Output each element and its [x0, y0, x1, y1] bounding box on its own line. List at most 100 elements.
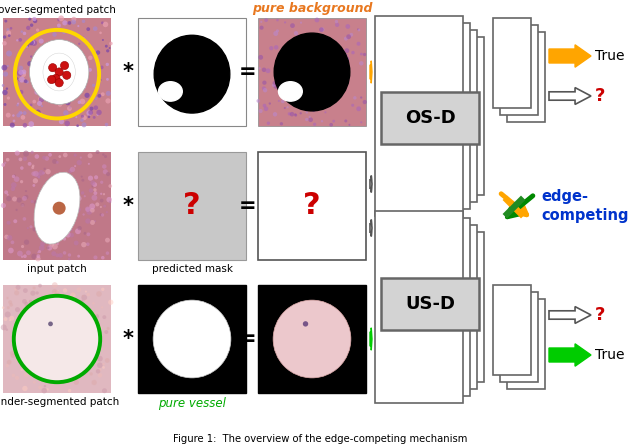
Circle shape	[19, 66, 23, 70]
Circle shape	[38, 340, 41, 344]
Circle shape	[71, 98, 74, 101]
Circle shape	[68, 21, 71, 25]
Circle shape	[68, 97, 72, 101]
Circle shape	[31, 69, 36, 73]
Circle shape	[92, 302, 95, 305]
Bar	[3, 18, 111, 126]
Circle shape	[300, 56, 303, 58]
Circle shape	[273, 84, 278, 89]
Circle shape	[23, 151, 29, 157]
Circle shape	[41, 231, 44, 235]
Circle shape	[109, 47, 111, 49]
Circle shape	[104, 155, 107, 158]
Circle shape	[48, 78, 54, 84]
Circle shape	[70, 354, 74, 358]
Circle shape	[25, 190, 27, 192]
Circle shape	[86, 242, 90, 246]
Circle shape	[49, 64, 57, 72]
Circle shape	[305, 118, 308, 121]
Circle shape	[33, 79, 37, 83]
Circle shape	[63, 331, 66, 333]
Circle shape	[86, 233, 90, 236]
Circle shape	[288, 89, 292, 93]
Circle shape	[58, 323, 60, 326]
Ellipse shape	[153, 300, 231, 378]
Circle shape	[109, 201, 111, 203]
Circle shape	[288, 59, 291, 62]
Circle shape	[68, 300, 72, 304]
Circle shape	[97, 110, 102, 115]
Circle shape	[88, 176, 93, 181]
Circle shape	[282, 49, 284, 52]
Ellipse shape	[43, 53, 76, 91]
Circle shape	[74, 165, 76, 167]
Circle shape	[106, 91, 111, 96]
Circle shape	[55, 254, 60, 257]
Circle shape	[45, 55, 48, 58]
Circle shape	[26, 26, 30, 30]
Circle shape	[18, 360, 20, 362]
Circle shape	[33, 227, 37, 232]
Circle shape	[102, 388, 107, 393]
Circle shape	[360, 96, 362, 99]
Circle shape	[310, 37, 313, 40]
Circle shape	[102, 22, 108, 27]
Circle shape	[42, 203, 48, 209]
Circle shape	[71, 20, 76, 25]
Circle shape	[4, 20, 7, 22]
Circle shape	[90, 220, 95, 225]
Circle shape	[101, 213, 104, 217]
Circle shape	[104, 330, 108, 334]
Circle shape	[54, 204, 60, 209]
Circle shape	[68, 181, 74, 187]
Circle shape	[276, 81, 279, 84]
Circle shape	[29, 360, 31, 362]
Circle shape	[93, 116, 95, 119]
Circle shape	[10, 122, 15, 128]
Circle shape	[22, 386, 28, 391]
Circle shape	[60, 67, 63, 70]
Circle shape	[12, 197, 17, 202]
Circle shape	[77, 255, 80, 258]
Circle shape	[85, 207, 90, 212]
Circle shape	[20, 369, 23, 371]
Circle shape	[273, 81, 276, 85]
Circle shape	[70, 293, 76, 298]
Circle shape	[76, 47, 78, 48]
Circle shape	[40, 362, 44, 366]
Circle shape	[94, 175, 98, 179]
Circle shape	[37, 251, 39, 254]
Circle shape	[31, 254, 37, 259]
Circle shape	[19, 90, 23, 94]
Text: pure background: pure background	[252, 2, 372, 15]
Circle shape	[305, 86, 310, 90]
Circle shape	[301, 97, 304, 100]
Circle shape	[11, 182, 17, 188]
Circle shape	[56, 243, 59, 245]
Circle shape	[4, 235, 9, 239]
Circle shape	[75, 341, 79, 345]
Circle shape	[106, 211, 108, 213]
Circle shape	[45, 49, 47, 52]
Circle shape	[345, 54, 348, 56]
Circle shape	[64, 212, 67, 214]
Circle shape	[26, 250, 31, 255]
Circle shape	[23, 288, 28, 293]
Circle shape	[2, 84, 4, 87]
Circle shape	[47, 246, 52, 250]
Circle shape	[262, 68, 266, 72]
Circle shape	[22, 196, 27, 201]
Circle shape	[70, 202, 74, 207]
Circle shape	[65, 232, 71, 237]
Circle shape	[95, 322, 100, 327]
Circle shape	[282, 94, 284, 96]
Circle shape	[22, 217, 26, 221]
Circle shape	[72, 301, 77, 306]
Circle shape	[17, 104, 19, 107]
Ellipse shape	[13, 295, 101, 383]
Circle shape	[90, 181, 95, 185]
Circle shape	[72, 215, 75, 218]
Circle shape	[60, 230, 65, 235]
Circle shape	[107, 327, 109, 330]
Circle shape	[69, 183, 74, 188]
